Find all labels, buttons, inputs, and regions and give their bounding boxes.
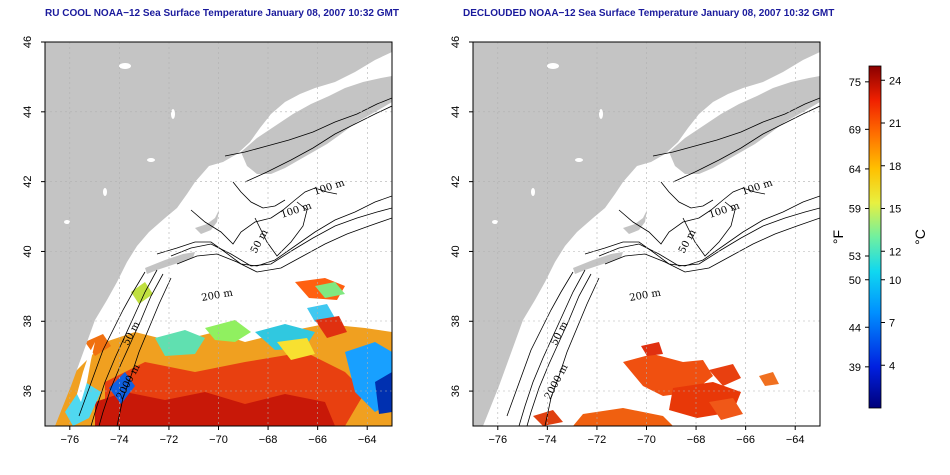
colorbar-c-tick-label: 15 — [889, 204, 901, 216]
right-x-tick-label: −70 — [637, 434, 656, 446]
colorbar-f-tick-label: 64 — [849, 164, 861, 176]
colorbar-c-tick-label: 18 — [889, 161, 901, 173]
right-x-tick-label: −72 — [588, 434, 607, 446]
left-map-title: RU COOL NOAA−12 Sea Surface Temperature … — [45, 8, 399, 19]
fahrenheit-unit-label: °F — [830, 230, 846, 244]
left-x-tick-label: −66 — [308, 434, 327, 446]
right-x-tick-label: −68 — [687, 434, 706, 446]
colorbar-ticks: 4 7 10 12 15 18 21 24 39 44 50 53 59 64 69 75 — [849, 75, 902, 374]
right-map-title: DECLOUDED NOAA−12 Sea Surface Temperatur… — [463, 8, 835, 19]
left-y-tick-label: 42 — [22, 176, 34, 188]
right-x-tick-label: −66 — [736, 434, 755, 446]
colorbar-f-tick-label: 50 — [849, 275, 861, 287]
colorbar-c-tick-label: 24 — [889, 75, 901, 87]
right-y-tick-label: 40 — [450, 245, 462, 257]
colorbar-f-tick-label: 39 — [849, 362, 861, 374]
colorbar-c-tick-label: 21 — [889, 118, 901, 130]
left-x-tick-label: −72 — [160, 434, 179, 446]
colorbar-f-tick-label: 53 — [849, 251, 861, 263]
right-y-tick-label: 38 — [450, 315, 462, 327]
axes-layer: −76 −74 −72 −70 −68 −66 −64 36 38 40 42 44 46 −76 −74 −… — [22, 36, 805, 446]
colorbar-c-tick-label: 10 — [889, 275, 901, 287]
left-y-tick-label: 44 — [22, 106, 34, 118]
colorbar-f-tick-label: 69 — [849, 124, 861, 136]
colorbar-gradient — [868, 65, 882, 409]
right-y-tick-label: 44 — [450, 106, 462, 118]
left-y-tick-label: 40 — [22, 245, 34, 257]
right-y-tick-label: 42 — [450, 176, 462, 188]
celsius-unit-label: °C — [912, 229, 928, 245]
colorbar-c-tick-label: 12 — [889, 246, 901, 258]
colorbar-f-tick-label: 44 — [849, 322, 861, 334]
right-x-tick-label: −76 — [488, 434, 507, 446]
left-y-tick-label: 38 — [22, 315, 34, 327]
colorbar-f-tick-label: 59 — [849, 204, 861, 216]
left-y-tick-label: 46 — [22, 36, 34, 48]
right-x-tick-label: −74 — [538, 434, 557, 446]
left-x-tick-label: −70 — [209, 434, 228, 446]
colorbar-f-tick-label: 75 — [849, 77, 861, 89]
right-y-tick-label: 36 — [450, 385, 462, 397]
colorbar: 4 7 10 12 15 18 21 24 39 44 50 53 59 64 69 75 °F °C — [830, 65, 928, 409]
left-x-tick-label: −74 — [110, 434, 129, 446]
right-y-tick-label: 46 — [450, 36, 462, 48]
left-sst-field — [45, 278, 392, 426]
colorbar-c-tick-label: 7 — [889, 318, 895, 330]
left-x-tick-label: −64 — [358, 434, 377, 446]
left-x-tick-label: −68 — [259, 434, 278, 446]
colorbar-c-tick-label: 4 — [889, 360, 895, 372]
left-map-panel: 100 m 100 m 50 m 200 m 50 m 2000 m — [44, 41, 393, 427]
left-x-tick-label: −76 — [60, 434, 79, 446]
right-map-panel: 100 m 100 m 50 m 200 m 50 m 2000 m — [472, 41, 821, 427]
right-x-tick-label: −64 — [786, 434, 805, 446]
left-y-tick-label: 36 — [22, 385, 34, 397]
